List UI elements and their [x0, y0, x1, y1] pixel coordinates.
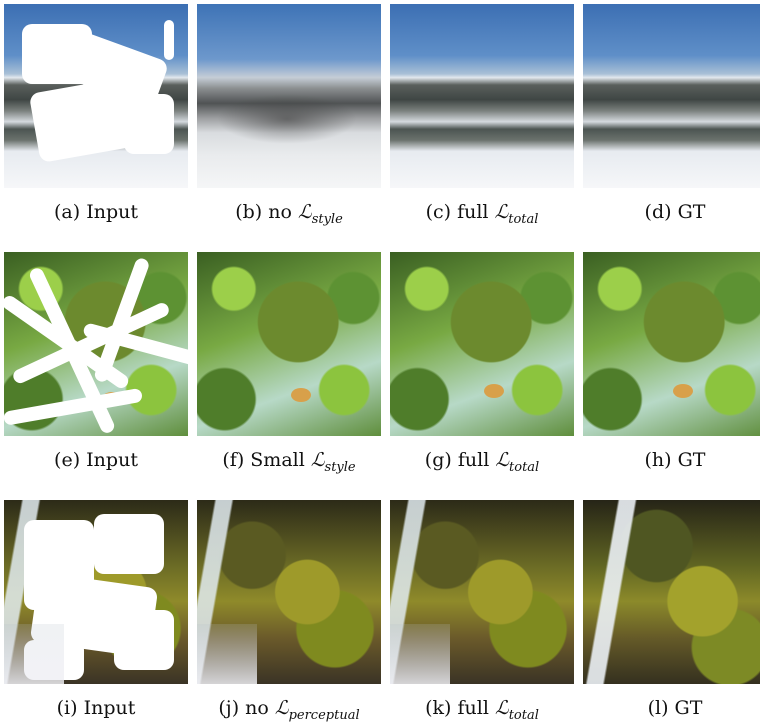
- panel-c: (c) full ℒtotal: [390, 4, 574, 232]
- caption-k: (k) full ℒtotal: [425, 697, 539, 723]
- panel-l: (l) GT: [583, 500, 760, 720]
- panel-k: (k) full ℒtotal: [390, 500, 574, 728]
- image-full-total: [390, 252, 574, 436]
- caption-a: (a) Input: [54, 201, 138, 223]
- panel-j: (j) no ℒperceptual: [197, 500, 381, 728]
- panel-i: (i) Input: [4, 500, 188, 720]
- caption-i: (i) Input: [56, 697, 136, 719]
- caption-e: (e) Input: [54, 449, 138, 471]
- image-small-style: [197, 252, 381, 436]
- panel-g: (g) full ℒtotal: [390, 252, 574, 480]
- image-input-masked: [4, 252, 188, 436]
- image-ground-truth: [583, 252, 760, 436]
- image-full-total: [390, 4, 574, 188]
- row-snow: (a) Input (b) no ℒstyle (c) full ℒtotal …: [0, 4, 760, 232]
- caption-l: (l) GT: [647, 697, 703, 719]
- caption-h: (h) GT: [644, 449, 706, 471]
- row-waterfall: (i) Input (j) no ℒperceptual (k) full ℒt…: [0, 500, 760, 728]
- caption-c: (c) full ℒtotal: [425, 201, 539, 227]
- image-no-style: [197, 4, 381, 188]
- caption-d: (d) GT: [644, 201, 706, 223]
- panel-f: (f) Small ℒstyle: [197, 252, 381, 480]
- caption-b: (b) no ℒstyle: [235, 201, 343, 227]
- image-ground-truth: [583, 500, 760, 684]
- panel-a: (a) Input: [4, 4, 188, 224]
- caption-g: (g) full ℒtotal: [424, 449, 540, 475]
- panel-e: (e) Input: [4, 252, 188, 472]
- caption-f: (f) Small ℒstyle: [222, 449, 356, 475]
- image-input-masked: [4, 4, 188, 188]
- image-ground-truth: [583, 4, 760, 188]
- image-full-total: [390, 500, 574, 684]
- panel-b: (b) no ℒstyle: [197, 4, 381, 232]
- image-input-masked: [4, 500, 188, 684]
- panel-d: (d) GT: [583, 4, 760, 224]
- panel-h: (h) GT: [583, 252, 760, 472]
- caption-j: (j) no ℒperceptual: [218, 697, 360, 723]
- image-no-perceptual: [197, 500, 381, 684]
- row-jackfruit: (e) Input (f) Small ℒstyle (g) full ℒtot…: [0, 252, 760, 480]
